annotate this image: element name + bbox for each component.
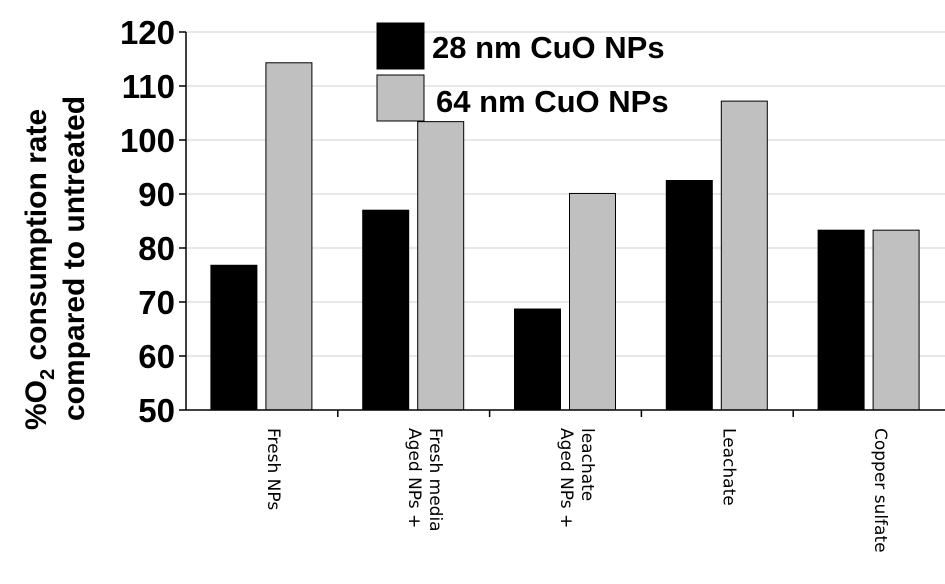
y-tick-label: 70 bbox=[138, 284, 175, 321]
legend-swatch-28nm bbox=[376, 22, 425, 70]
x-category-label: Fresh media bbox=[425, 428, 445, 532]
bars bbox=[210, 62, 920, 411]
bar-64nm-4 bbox=[720, 100, 768, 411]
x-category-label: Aged NPs + bbox=[404, 428, 424, 528]
y-axis-title: %O2 consumption rate compared to untreat… bbox=[20, 96, 91, 430]
x-category-label: Fresh NPs bbox=[263, 428, 283, 510]
bar-28nm-4 bbox=[665, 180, 713, 411]
legend-label-64nm: 64 nm CuO NPs bbox=[436, 84, 669, 119]
x-category-label: Leachate bbox=[718, 428, 738, 506]
axes bbox=[185, 32, 945, 411]
bar-28nm-2 bbox=[362, 209, 410, 411]
bar-28nm-1 bbox=[210, 264, 258, 411]
y-tick-label: 60 bbox=[138, 338, 175, 375]
y-tick-label: 120 bbox=[120, 14, 175, 51]
legend-swatch-64nm bbox=[376, 74, 425, 122]
legend: 28 nm CuO NPs 64 nm CuO NPs bbox=[376, 22, 669, 122]
bar-28nm-5 bbox=[817, 229, 865, 411]
y-tick-label: 110 bbox=[122, 68, 175, 105]
y-tick-label: 90 bbox=[138, 176, 175, 213]
gridlines bbox=[186, 31, 945, 357]
bar-64nm-2 bbox=[417, 121, 465, 411]
legend-label-28nm: 28 nm CuO NPs bbox=[432, 30, 665, 65]
y-tick-label: 100 bbox=[120, 122, 175, 159]
y-tick-labels: 50 60 70 80 90 100 110 120 bbox=[120, 14, 186, 429]
y-axis-title-line1: %O2 consumption rate bbox=[20, 109, 59, 430]
x-category-labels: Fresh NPs Aged NPs + Fresh media Aged NPs +… bbox=[263, 410, 890, 553]
x-category-label: Aged NPs + bbox=[556, 428, 576, 528]
y-tick-label: 50 bbox=[138, 392, 175, 429]
bar-64nm-5 bbox=[872, 229, 920, 411]
bar-28nm-3 bbox=[514, 308, 561, 411]
bar-64nm-1 bbox=[265, 62, 313, 411]
x-category-label: Copper sulfate bbox=[870, 428, 890, 553]
y-tick-label: 80 bbox=[138, 230, 175, 267]
y-axis-title-line2: compared to untreated bbox=[58, 96, 91, 421]
x-category-label: leachate bbox=[577, 428, 597, 501]
bar-64nm-3 bbox=[569, 192, 616, 411]
